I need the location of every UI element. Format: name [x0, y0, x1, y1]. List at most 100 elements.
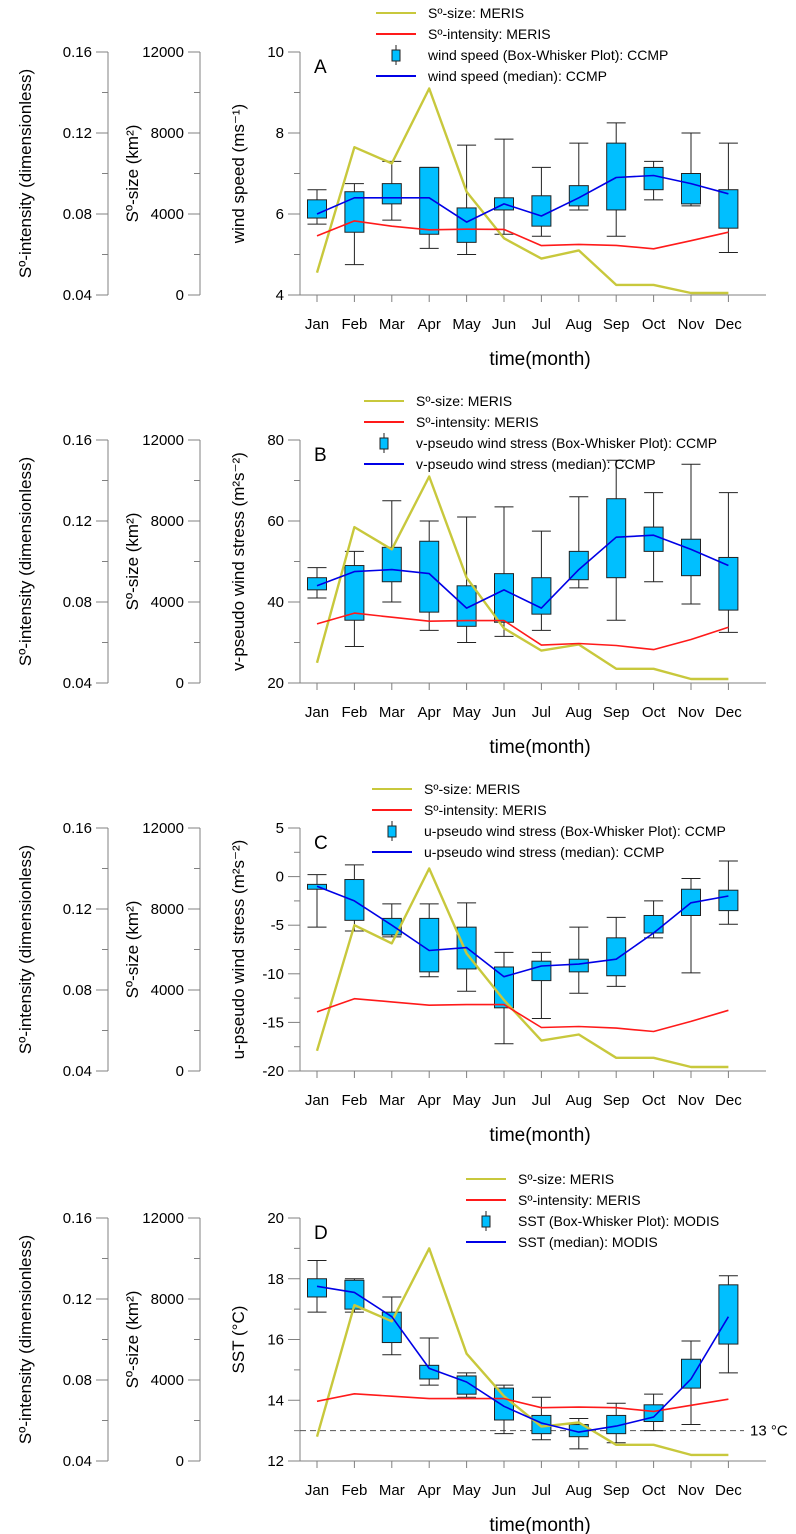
box-whisker-feb: [344, 1278, 365, 1313]
intensity-tick-label: 0.12: [63, 1291, 92, 1308]
month-label: Dec: [715, 1482, 742, 1499]
intensity-axis-title: Sº-intensity (dimensionless): [16, 69, 35, 278]
main-axis-title: SST (°C): [229, 1306, 248, 1374]
intensity-tick-label: 0.04: [63, 675, 92, 692]
month-label: Oct: [642, 316, 666, 333]
intensity-tick-label: 0.12: [63, 901, 92, 918]
size-tick-label: 8000: [151, 513, 184, 530]
month-label: May: [452, 1092, 481, 1109]
box-whisker-nov: [681, 132, 701, 207]
box-iqr: [718, 556, 739, 611]
intensity-tick-label: 0.12: [63, 125, 92, 142]
legend-label: Sº-size: MERIS: [416, 393, 512, 409]
month-label: Feb: [341, 316, 367, 333]
median-series-line: [316, 1285, 730, 1433]
month-label: May: [452, 704, 481, 721]
month-label: Jun: [492, 1482, 516, 1499]
box-iqr: [531, 960, 552, 982]
box-whisker-dec: [718, 1275, 739, 1374]
intensity-tick-label: 0.12: [63, 513, 92, 530]
chart-panel-b: 0.04 0.08 0.12 0.16 Sº-intensity (dimensionl…: [16, 393, 766, 758]
month-label: Jul: [532, 1482, 551, 1499]
month-label: Sep: [603, 704, 630, 721]
box-iqr: [718, 189, 739, 229]
box-whisker-aug: [568, 1417, 589, 1450]
month-label: Feb: [341, 1092, 367, 1109]
box-iqr: [643, 526, 664, 552]
box-iqr: [381, 546, 402, 583]
median-series-line: [316, 885, 729, 978]
month-label: Jan: [305, 704, 329, 721]
box-whisker-apr: [419, 520, 440, 631]
main-tick-label: 8: [276, 125, 284, 142]
size-tick-label: 0: [176, 675, 184, 692]
size-tick-label: 8000: [151, 1291, 184, 1308]
size-tick-label: 4000: [151, 594, 184, 611]
intensity-tick-label: 0.08: [63, 594, 92, 611]
box-iqr: [344, 565, 365, 621]
month-label: Jun: [492, 316, 516, 333]
month-label: Oct: [642, 704, 666, 721]
size-axis-title: Sº-size (km²): [123, 513, 142, 611]
legend: Sº-size: MERIS Sº-intensity: MERIS wind sp…: [376, 5, 668, 84]
month-label: Aug: [565, 316, 592, 333]
box-iqr: [344, 879, 365, 921]
box-iqr: [568, 958, 589, 973]
intensity-axis-title: Sº-intensity (dimensionless): [16, 1235, 35, 1444]
month-label: Sep: [603, 1482, 630, 1499]
month-label: May: [452, 1482, 481, 1499]
box-whisker-mar: [381, 160, 402, 221]
month-label: Nov: [678, 1092, 705, 1109]
month-label: Jul: [532, 316, 551, 333]
panel-letter: C: [314, 833, 328, 854]
box-iqr: [681, 173, 701, 205]
size-tick-label: 12000: [142, 44, 184, 61]
size-axis-title: Sº-size (km²): [123, 1291, 142, 1389]
size-axis-title: Sº-size (km²): [123, 125, 142, 223]
month-label: Mar: [379, 1092, 405, 1109]
legend-label: Sº-intensity: MERIS: [428, 26, 551, 42]
box-whisker-jan: [307, 189, 327, 225]
box-iqr: [531, 195, 552, 227]
month-label: Aug: [565, 1482, 592, 1499]
size-tick-label: 4000: [151, 206, 184, 223]
box-iqr: [419, 540, 440, 613]
box-iqr: [307, 577, 327, 591]
month-label: Nov: [678, 316, 705, 333]
month-label: Oct: [642, 1482, 666, 1499]
legend: Sº-size: MERIS Sº-intensity: MERIS SST (Bo…: [466, 1171, 719, 1250]
intensity-tick-label: 0.08: [63, 982, 92, 999]
size-series-line: [315, 867, 729, 1069]
intensity-tick-label: 0.16: [63, 432, 92, 449]
main-tick-label: 18: [267, 1271, 284, 1288]
box-whisker-jan: [307, 567, 327, 599]
legend: Sº-size: MERIS Sº-intensity: MERIS v-pseud…: [364, 393, 717, 472]
month-label: Oct: [642, 1092, 666, 1109]
size-tick-label: 12000: [142, 820, 184, 837]
size-series-line: [315, 1247, 729, 1457]
box-iqr: [307, 199, 327, 219]
intensity-series-line: [316, 220, 729, 250]
panel-letter: A: [314, 57, 327, 78]
month-label: Mar: [379, 1482, 405, 1499]
month-label: Jan: [305, 1482, 329, 1499]
legend-label: SST (Box-Whisker Plot): MODIS: [518, 1213, 719, 1229]
main-tick-label: -5: [271, 917, 284, 934]
legend-label: Sº-intensity: MERIS: [518, 1192, 641, 1208]
month-label: Sep: [603, 316, 630, 333]
legend-label: Sº-size: MERIS: [424, 781, 520, 797]
x-axis-title: time(month): [489, 1515, 590, 1534]
month-label: Dec: [715, 1092, 742, 1109]
box-whisker-nov: [681, 463, 701, 605]
legend-box-symbol: [379, 437, 389, 450]
main-tick-label: -15: [262, 1014, 284, 1031]
main-axis-title: v-pseudo wind stress (m²s⁻²): [229, 452, 248, 671]
box-iqr: [568, 550, 589, 581]
box-whisker-oct: [643, 1393, 664, 1432]
main-tick-label: 14: [267, 1392, 284, 1409]
month-label: Mar: [379, 704, 405, 721]
month-label: Jun: [492, 1092, 516, 1109]
box-iqr: [718, 1284, 739, 1345]
legend-label: u-pseudo wind stress (Box-Whisker Plot):…: [424, 823, 726, 839]
